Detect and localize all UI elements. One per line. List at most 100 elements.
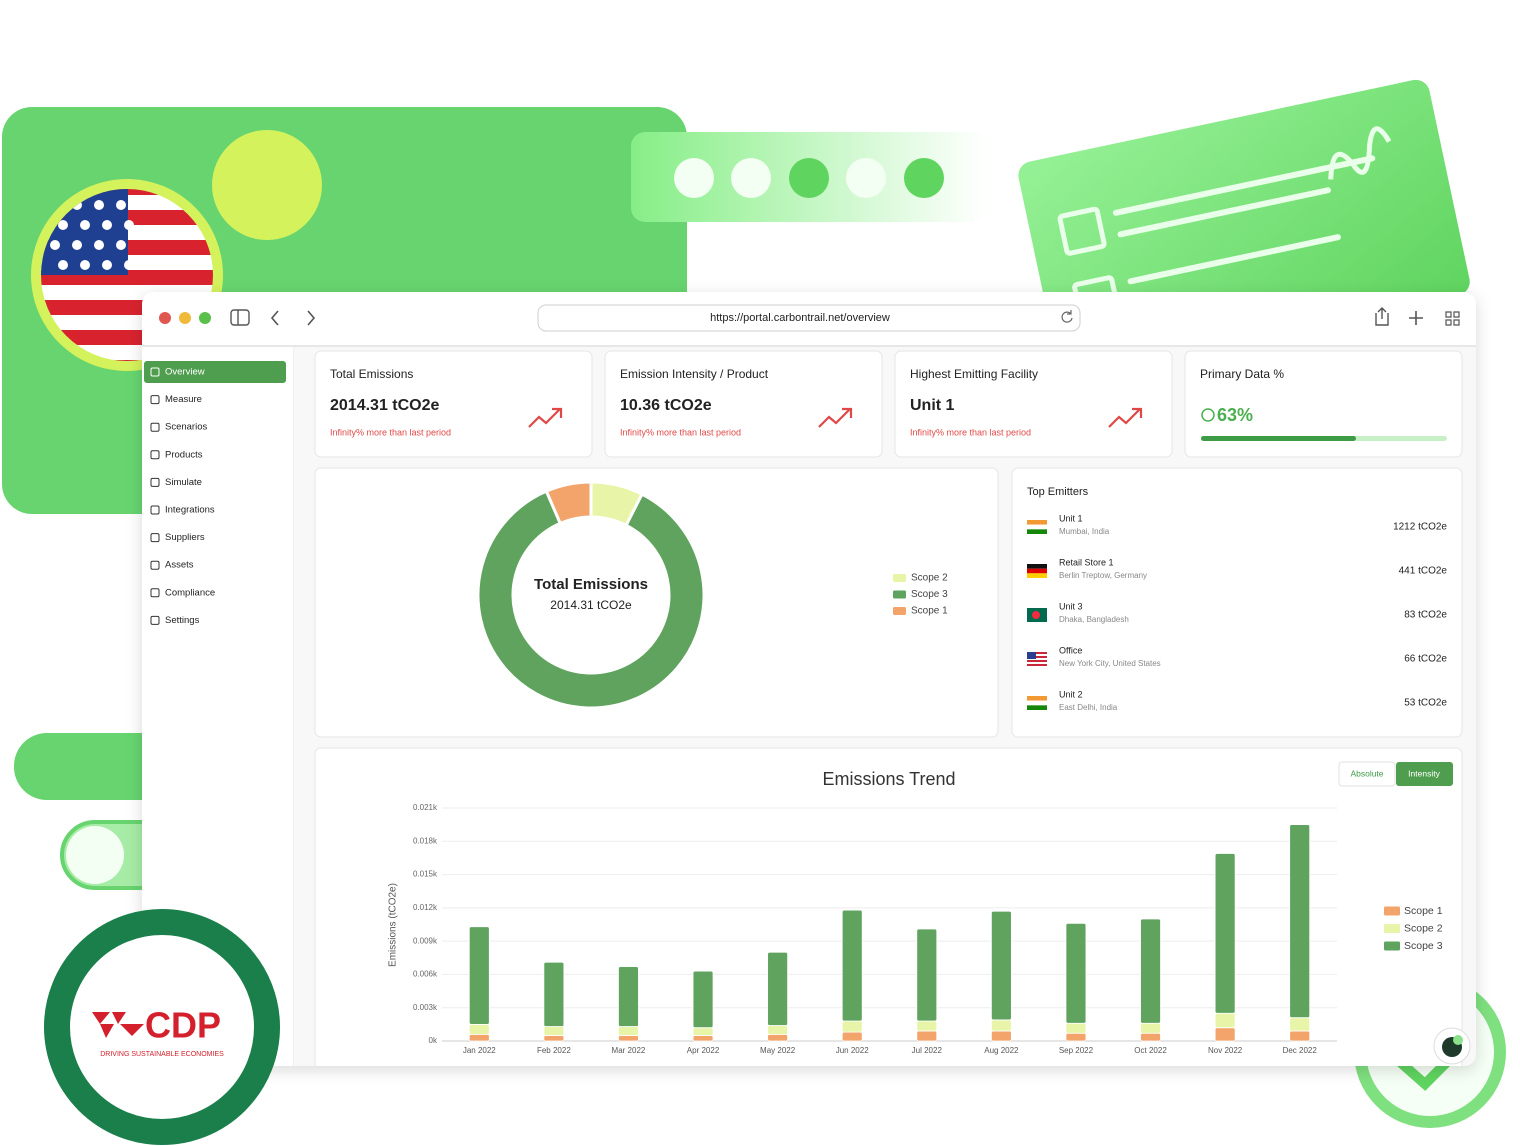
toggle-label: Absolute [1350,768,1383,778]
y-tick-label: 0.012k [413,903,438,912]
nav-item[interactable]: Measure [165,394,202,405]
emitter-location: Mumbai, India [1059,527,1110,536]
nav-icon [150,395,160,405]
flag-star [116,200,126,210]
nav-item[interactable]: Assets [165,560,194,571]
flag [1027,652,1047,654]
dot [789,158,829,198]
flag [1027,662,1047,664]
decor-front: CDP DRIVING SUSTAINABLE ECONOMIES [44,909,1471,1145]
donut-chart: Scope 2 Scope 3 Scope 1 Total Emissions 2014… [476,480,948,710]
bar-segment [692,970,714,1029]
nav-item[interactable]: Compliance [165,587,215,598]
bar-segment [1289,1030,1311,1042]
legend-swatch [893,607,906,615]
emitter-name: Unit 1 [1059,513,1083,523]
x-tick-label: Jun 2022 [836,1046,869,1055]
legend-swatch [1384,941,1400,951]
nav-icon [150,422,160,432]
bar-segment [543,1026,565,1036]
x-tick-label: Jul 2022 [912,1046,943,1055]
emitter-value: 66 tCO2e [1404,654,1447,665]
flag [1027,568,1047,574]
toggle-btn[interactable] [1338,761,1396,787]
dot [674,158,714,198]
y-tick-label: 0.018k [413,836,438,845]
nav-item[interactable]: Products [165,449,203,460]
flag [1027,660,1047,662]
bar-segment [767,1025,789,1035]
tabs-button[interactable] [1445,311,1460,326]
x-tick-label: May 2022 [760,1046,796,1055]
emitter-name: Unit 3 [1059,601,1083,611]
donut-subtitle: 2014.31 tCO2e [550,598,632,612]
y-tick-label: 0.009k [413,936,438,945]
share-button[interactable] [1375,307,1389,326]
kpi-value: Unit 1 [910,397,955,414]
emitter-value: 441 tCO2e [1399,566,1448,577]
card-title: Top Emitters [1027,486,1089,498]
kpi-card [894,350,1173,458]
bar-segment [767,951,789,1026]
yellow-dot [212,130,322,240]
window-zoom[interactable] [199,312,211,324]
legend-label: Scope 3 [1404,940,1443,952]
nav-item[interactable]: Suppliers [165,532,205,543]
nav-icon [150,615,160,625]
back-button[interactable] [270,310,279,326]
flag-star [50,240,60,250]
kpi-title: Emission Intensity / Product [620,367,769,381]
url-bar[interactable] [537,304,1081,332]
emitter-name: Office [1059,645,1082,655]
emitter-location: New York City, United States [1059,659,1161,668]
flag-star [58,260,68,270]
sidebar: Overview Measure Scenarios Products Simulate… [150,367,215,626]
toggle-btn[interactable] [1396,762,1453,786]
nav-item[interactable]: Simulate [165,477,202,488]
nav-item[interactable]: Settings [165,615,200,626]
emitter-value: 83 tCO2e [1404,610,1447,621]
flag-star [102,260,112,270]
donut-card [314,467,999,738]
nav-item[interactable]: Integrations [165,505,215,516]
toggle [14,733,174,800]
kpi-card [604,350,883,458]
dot [731,158,771,198]
bar-segment [468,926,490,1025]
y-tick-label: 0.015k [413,870,438,879]
reload-button[interactable] [1061,310,1073,323]
flag-star [124,260,134,270]
bar-segment [990,1030,1012,1042]
forward-button[interactable] [307,310,316,326]
chat-icon [1453,1035,1463,1045]
nav-icon [150,477,160,487]
flag-star [94,200,104,210]
nav-item[interactable]: Overview [165,367,205,378]
bar-segment [990,910,1012,1021]
cdp-badge [44,909,280,1145]
trend-icon [528,407,563,428]
window-minimize[interactable] [179,312,191,324]
flag [1027,564,1047,569]
nav-item[interactable]: Scenarios [165,422,207,433]
nav-icon [150,560,160,570]
kpi-title: Highest Emitting Facility [910,367,1038,381]
sidebar-toggle[interactable] [230,309,250,326]
new-tab-button[interactable] [1409,311,1423,325]
flag [1027,654,1047,656]
bar-segment [543,961,565,1027]
x-tick-label: Apr 2022 [687,1046,720,1055]
window-close[interactable] [159,312,171,324]
nav-icon [150,450,160,460]
bar-segment [1065,1032,1087,1042]
dot [904,158,944,198]
bar-segment [618,1026,639,1036]
trend-icon [1108,407,1143,428]
donut-title: Total Emissions [534,576,648,593]
toggle-knob [66,826,124,884]
x-tick-label: Dec 2022 [1283,1046,1318,1055]
flag-star [58,220,68,230]
emitter-value: 53 tCO2e [1404,698,1447,709]
emitter-location: East Delhi, India [1059,703,1118,712]
